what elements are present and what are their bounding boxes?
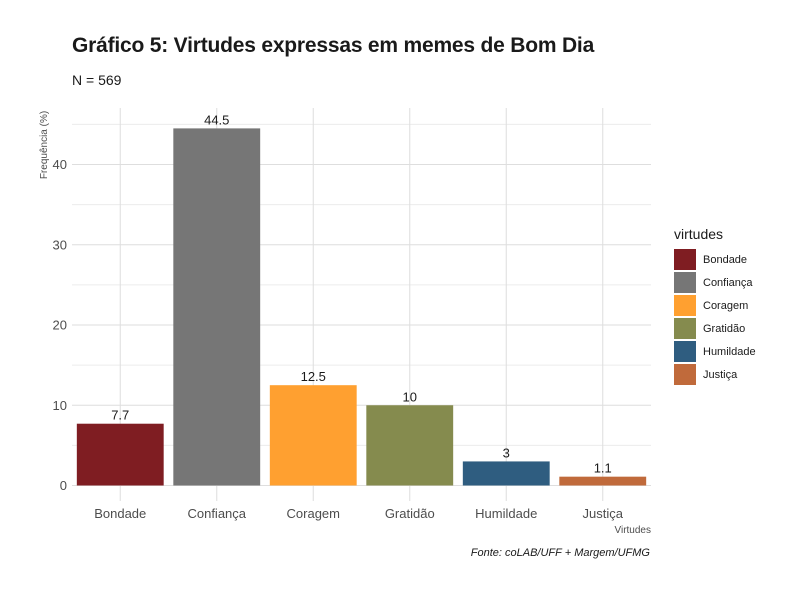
legend-item: Humildade — [674, 340, 756, 363]
legend-swatch — [674, 272, 696, 293]
legend-item: Coragem — [674, 294, 756, 317]
legend-item: Confiança — [674, 271, 756, 294]
legend-swatch — [674, 249, 696, 270]
x-axis-label: Virtudes — [614, 525, 651, 536]
data-label: 1.1 — [594, 461, 612, 476]
data-labels: 7.7 44.5 12.5 10 3 1.1 — [111, 112, 612, 475]
data-label: 10 — [403, 389, 417, 404]
chart-caption: Fonte: coLAB/UFF + Margem/UFMG — [470, 547, 650, 559]
legend-label: Confiança — [703, 276, 753, 289]
y-tick-label: 10 — [53, 398, 67, 413]
chart-subtitle: N = 569 — [72, 72, 122, 88]
x-tick-label: Bondade — [94, 506, 146, 521]
data-label: 3 — [503, 445, 510, 460]
bar — [76, 423, 164, 486]
y-axis-ticks: 0 10 20 30 40 — [53, 157, 67, 493]
legend-item: Justiça — [674, 363, 756, 386]
bars — [76, 128, 647, 486]
legend-title: virtudes — [674, 226, 724, 242]
y-tick-label: 40 — [53, 157, 67, 172]
y-axis-label: Frequência (%) — [39, 111, 50, 179]
y-tick-label: 0 — [60, 478, 67, 493]
legend-label: Bondade — [703, 253, 748, 266]
data-label: 7.7 — [111, 408, 129, 423]
data-label: 44.5 — [204, 112, 229, 127]
legend-items: Bondade Confiança Coragem Gratidão Humildade… — [674, 248, 756, 386]
x-tick-label: Confiança — [187, 506, 246, 521]
legend-label: Gratidão — [703, 322, 746, 335]
x-axis-ticks: Bondade Confiança Coragem Gratidão Humildade… — [94, 506, 624, 521]
bar — [173, 128, 261, 486]
x-tick-label: Humildade — [475, 506, 537, 521]
bar — [462, 461, 550, 486]
legend-swatch — [674, 318, 696, 339]
bar — [366, 405, 454, 486]
legend-label: Justiça — [703, 368, 738, 381]
bar — [559, 476, 647, 486]
legend-item: Bondade — [674, 248, 756, 271]
legend: virtudes Bondade Confiança Coragem Gratidão… — [674, 226, 756, 386]
y-tick-label: 20 — [53, 318, 67, 333]
legend-swatch — [674, 364, 696, 385]
legend-item: Gratidão — [674, 317, 756, 340]
x-tick-label: Gratidão — [385, 506, 435, 521]
y-tick-label: 30 — [53, 237, 67, 252]
x-tick-label: Coragem — [287, 506, 340, 521]
x-tick-label: Justiça — [583, 506, 624, 521]
legend-label: Humildade — [703, 345, 756, 358]
chart-title: Gráfico 5: Virtudes expressas em memes d… — [72, 34, 595, 57]
legend-swatch — [674, 295, 696, 316]
legend-swatch — [674, 341, 696, 362]
grid-lines — [72, 108, 651, 501]
data-label: 12.5 — [301, 369, 326, 384]
legend-label: Coragem — [703, 299, 749, 312]
bar — [269, 385, 357, 486]
